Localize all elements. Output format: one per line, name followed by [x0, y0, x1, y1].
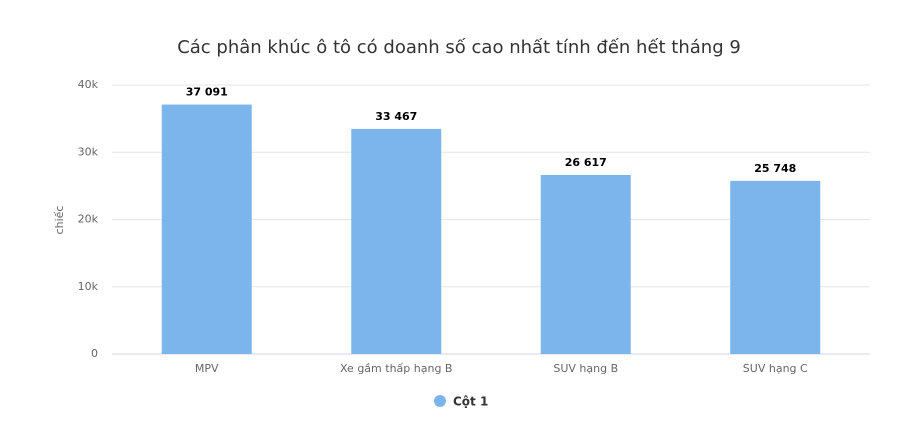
y-tick-label: 10k: [78, 280, 99, 293]
y-tick-label: 30k: [78, 145, 99, 158]
x-tick-label: SUV hạng C: [743, 362, 808, 375]
data-label: 25 748: [754, 162, 796, 175]
legend-marker[interactable]: [434, 395, 446, 407]
bar: [351, 128, 442, 354]
bar: [161, 104, 252, 355]
data-label: 37 091: [186, 86, 228, 99]
data-label: 33 467: [375, 110, 417, 123]
x-tick-label: Xe gầm thấp hạng B: [340, 362, 452, 375]
chart-title: Các phân khúc ô tô có doanh số cao nhất …: [177, 37, 741, 58]
x-tick-label: SUV hạng B: [553, 362, 618, 375]
x-tick-label: MPV: [195, 362, 219, 375]
y-tick-label: 40k: [78, 78, 99, 91]
legend-label[interactable]: Cột 1: [453, 395, 488, 409]
y-axis-title: chiếc: [53, 206, 66, 235]
data-label: 26 617: [565, 156, 607, 169]
y-tick-label: 20k: [78, 213, 99, 226]
bar: [730, 180, 821, 354]
bar: [540, 175, 631, 354]
y-tick-label: 0: [91, 347, 98, 360]
